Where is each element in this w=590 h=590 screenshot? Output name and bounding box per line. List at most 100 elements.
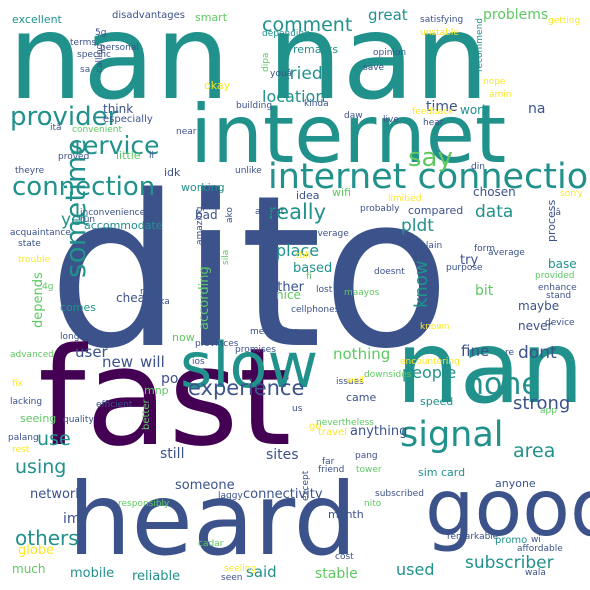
cloud-word: lost	[316, 285, 333, 295]
cloud-word: compared	[408, 204, 464, 217]
cloud-word: think	[103, 102, 134, 116]
cloud-word: im	[63, 511, 81, 527]
cloud-word: anyone	[495, 477, 536, 490]
cloud-word: ll	[149, 151, 155, 161]
cloud-word: remarkable	[447, 532, 499, 542]
cloud-word: go	[309, 421, 322, 432]
cloud-word: fix	[12, 379, 23, 389]
cloud-word: stable	[315, 566, 358, 582]
cloud-word: month	[328, 508, 364, 521]
cloud-word: bit	[475, 283, 494, 299]
cloud-word: promo	[495, 535, 528, 546]
cloud-word: depends	[31, 272, 46, 328]
cloud-word: fine	[461, 342, 490, 360]
cloud-word: live	[383, 115, 399, 125]
cloud-word: mnp	[144, 384, 169, 397]
cloud-word: limitied	[388, 194, 422, 204]
cloud-word: smart	[195, 11, 228, 24]
cloud-word: trouble	[18, 255, 50, 265]
cloud-word: maayos	[344, 288, 380, 298]
cloud-word: strong	[513, 393, 571, 414]
cloud-word: laggy	[218, 491, 243, 501]
cloud-word: subscribed	[375, 489, 424, 499]
cloud-word: globe	[18, 543, 55, 558]
cloud-word: will	[140, 353, 165, 371]
cloud-word: personal	[100, 43, 139, 53]
cloud-word: terms	[70, 38, 97, 48]
cloud-word: really	[268, 200, 327, 224]
cloud-word: subscriber	[465, 553, 554, 573]
cloud-word: itâ	[50, 123, 62, 133]
cloud-word: new	[102, 353, 134, 371]
cloud-word: fast	[38, 319, 292, 476]
cloud-word: theyre	[15, 166, 45, 176]
cloud-word: remarks	[293, 43, 339, 56]
cloud-word: ios	[192, 357, 205, 367]
cloud-word: bad	[195, 208, 218, 222]
cloud-word: comment	[262, 14, 353, 36]
cloud-word: sorry	[560, 189, 583, 199]
cloud-word: reliable	[132, 569, 181, 584]
cloud-word: alright	[255, 207, 285, 217]
cloud-word: idk	[164, 166, 181, 179]
cloud-word: sila	[221, 249, 231, 265]
cloud-word: convenient	[72, 125, 122, 135]
cloud-word: nan	[396, 309, 585, 426]
cloud-word: internet	[190, 88, 507, 181]
cloud-word: sites	[266, 447, 299, 463]
cloud-word: na	[528, 101, 546, 117]
cloud-word: specific	[77, 50, 112, 60]
cloud-word: process	[545, 199, 558, 242]
cloud-word: friend	[318, 465, 345, 475]
cloud-word: time	[426, 99, 458, 115]
cloud-word: mobile	[70, 566, 115, 581]
cloud-word: tbh	[296, 251, 311, 261]
cloud-word: especially	[103, 114, 153, 125]
cloud-word: dito	[48, 150, 451, 395]
cloud-word: experience	[188, 376, 305, 400]
cloud-word: cadar	[198, 539, 224, 549]
cloud-word: acquaintance	[10, 228, 71, 238]
cloud-word: location	[262, 87, 326, 106]
cloud-word: know	[411, 260, 432, 308]
cloud-word: din	[471, 162, 485, 172]
cloud-word: iâ	[553, 208, 562, 218]
cloud-word: provided	[535, 271, 575, 281]
cloud-word: app	[540, 406, 557, 416]
cloud-word: according	[197, 266, 212, 330]
cloud-word: much	[12, 562, 46, 576]
cloud-word: slow	[180, 329, 319, 402]
cloud-word: wi	[531, 535, 541, 545]
cloud-word: working	[181, 181, 225, 194]
cloud-word: lacking	[10, 397, 43, 407]
cloud-word: affordable	[517, 544, 563, 554]
cloud-word: wala	[525, 568, 546, 578]
cloud-word: quality	[63, 415, 94, 425]
cloud-word: complain	[401, 241, 443, 251]
cloud-word: nothing	[333, 345, 391, 363]
cloud-word: 4g	[42, 282, 54, 292]
cloud-word: never	[518, 319, 553, 333]
cloud-word: great	[368, 6, 408, 24]
cloud-word: based	[293, 261, 333, 276]
cloud-word: palang	[8, 433, 39, 443]
cloud-word: far	[322, 457, 335, 467]
cloud-word: speed	[420, 395, 454, 408]
cloud-word: seeling	[224, 564, 257, 574]
cloud-word: base	[548, 257, 577, 271]
cloud-word: amazing	[195, 206, 205, 245]
cloud-word: issues	[336, 377, 364, 387]
cloud-word: known	[420, 322, 450, 332]
cloud-word: accommodate	[84, 219, 163, 232]
cloud-word: people	[402, 363, 457, 382]
cloud-word: others	[15, 526, 79, 550]
cloud-word: heard	[68, 461, 358, 578]
cloud-word: network	[30, 487, 83, 502]
cloud-word: problems	[483, 7, 549, 23]
cloud-word: using	[15, 456, 67, 478]
cloud-word: inconvenience	[80, 208, 146, 218]
cloud-word: doesnt	[374, 267, 405, 277]
cloud-word: average	[488, 248, 525, 258]
cloud-word: say	[408, 143, 453, 173]
cloud-word: cellphones	[291, 305, 340, 315]
